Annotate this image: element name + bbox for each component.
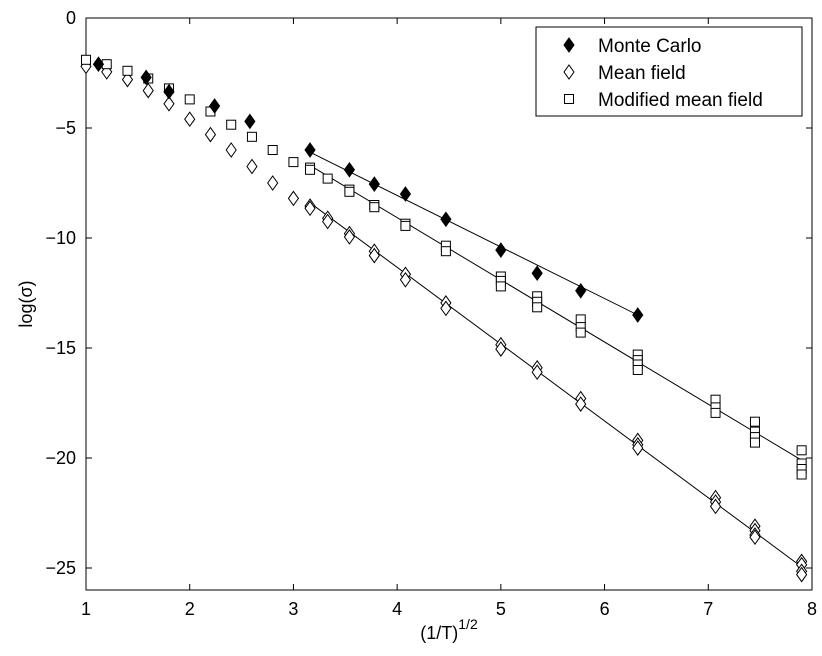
data-point <box>399 271 412 288</box>
data-point <box>343 229 356 245</box>
data-point <box>267 175 279 191</box>
y-tick-label: −25 <box>45 558 76 578</box>
data-point <box>531 364 543 381</box>
data-point <box>121 71 134 88</box>
y-tick-label: −10 <box>45 228 76 248</box>
data-point <box>288 157 299 168</box>
legend-label: Modified mean field <box>598 90 763 111</box>
legend-label: Mean field <box>598 63 686 84</box>
y-tick-label: −20 <box>45 448 76 468</box>
data-point <box>495 242 507 258</box>
legend-marker <box>563 37 575 53</box>
data-point <box>368 176 380 192</box>
axis-ticks: 1 2 3 4 5 6 7 8 0 −5 −10 −15 −20 −25 <box>45 8 817 619</box>
legend-box <box>535 26 803 117</box>
data-point <box>246 158 258 175</box>
x-tick-label: 7 <box>703 599 713 619</box>
y-axis-label: log(σ) <box>16 280 36 327</box>
data-point <box>796 469 807 480</box>
data-point <box>226 119 237 130</box>
x-tick-label: 8 <box>807 599 817 619</box>
data-point <box>709 498 722 515</box>
data-point <box>122 65 133 76</box>
data-point <box>369 202 380 213</box>
data-point <box>531 265 543 282</box>
data-point <box>495 281 506 292</box>
data-point <box>796 566 808 583</box>
legend: Monte Carlo Mean field Modified mean field <box>535 26 803 117</box>
data-point <box>140 69 152 86</box>
data-points <box>80 54 808 583</box>
data-point <box>710 407 721 418</box>
data-point <box>532 302 543 313</box>
data-point <box>368 247 380 264</box>
x-axis-label-exponent: 1/2 <box>458 616 478 632</box>
data-point <box>632 365 643 375</box>
data-point <box>204 126 217 143</box>
data-point <box>92 56 105 73</box>
data-point <box>322 213 334 230</box>
data-point <box>440 211 452 228</box>
data-point <box>225 142 237 158</box>
y-tick-label: 0 <box>66 8 76 28</box>
data-point <box>343 161 356 178</box>
data-point <box>208 98 221 114</box>
data-point <box>244 113 256 130</box>
x-tick-label: 1 <box>81 599 91 619</box>
data-point <box>575 282 587 299</box>
data-point <box>440 246 451 257</box>
data-point <box>796 445 807 456</box>
data-point <box>163 83 175 100</box>
data-point <box>632 440 644 456</box>
data-point <box>400 220 411 231</box>
data-point <box>322 173 333 184</box>
x-tick-label: 4 <box>392 599 402 619</box>
data-point <box>304 200 316 217</box>
y-tick-label: −5 <box>55 118 76 138</box>
data-point <box>495 341 507 357</box>
data-point <box>749 416 760 427</box>
data-point <box>287 190 300 207</box>
data-point <box>632 307 644 323</box>
legend-marker <box>564 94 574 104</box>
x-tick-label: 5 <box>496 599 506 619</box>
x-tick-label: 6 <box>600 599 610 619</box>
data-point <box>749 529 761 546</box>
x-tick-label: 3 <box>288 599 298 619</box>
legend-marker <box>563 64 575 80</box>
data-point <box>81 54 91 65</box>
data-point <box>184 94 195 105</box>
data-point <box>575 396 587 412</box>
data-point <box>246 131 257 142</box>
data-point <box>749 437 760 448</box>
data-point <box>304 142 316 158</box>
x-axis-label-base: (1/T) <box>420 623 458 643</box>
data-point <box>399 186 412 202</box>
data-point <box>184 111 196 128</box>
x-axis-label: (1/T)1/2 <box>420 616 478 643</box>
data-point <box>440 300 452 317</box>
data-point <box>267 145 278 155</box>
y-tick-label: −15 <box>45 338 76 358</box>
data-point <box>163 95 175 112</box>
data-point <box>344 186 355 197</box>
x-tick-label: 2 <box>185 599 195 619</box>
data-point <box>142 82 154 99</box>
data-point <box>305 164 316 175</box>
data-point <box>575 327 586 338</box>
legend-label: Monte Carlo <box>598 36 702 57</box>
